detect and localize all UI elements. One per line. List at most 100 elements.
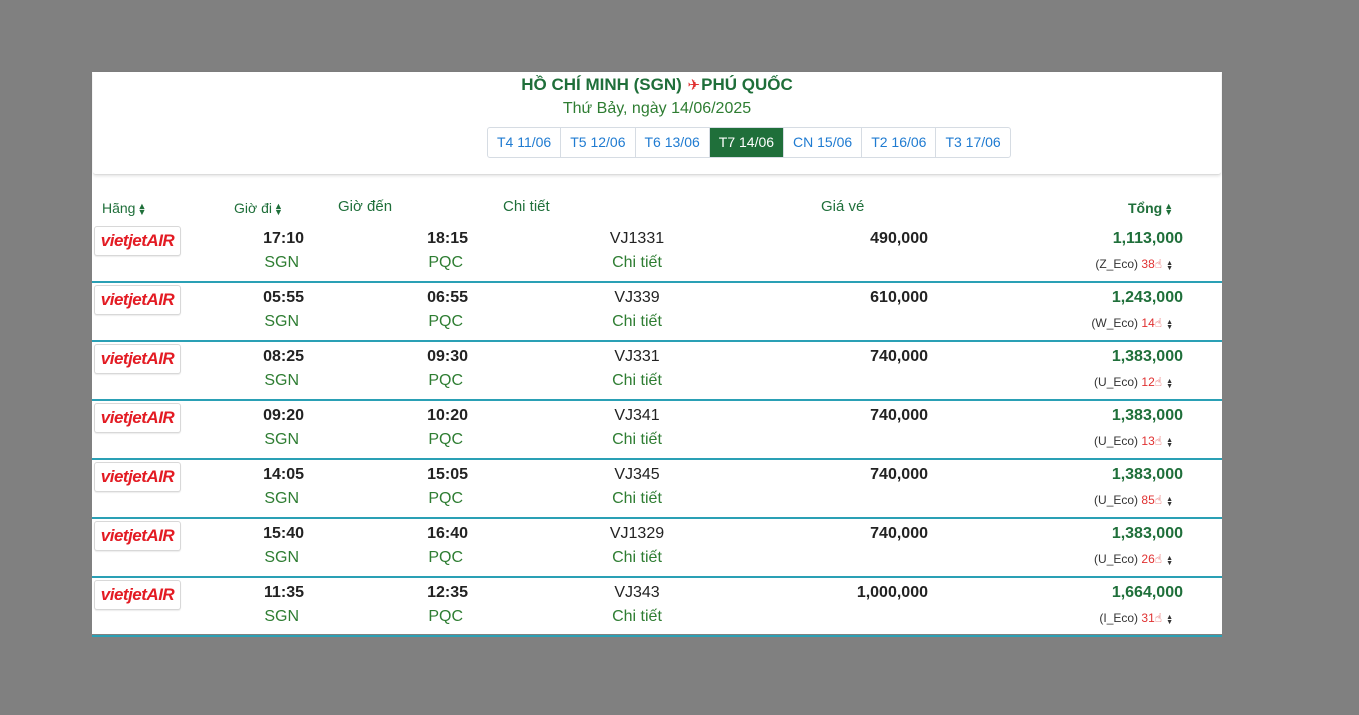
caret-updown-icon[interactable]: ▲ ▼ (1166, 377, 1173, 390)
route-header: HỒ CHÍ MINH (SGN) ✈PHÚ QUỐC Thứ Bảy, ngà… (93, 72, 1221, 175)
vietjet-logo-text: vietjetAIR (100, 231, 175, 250)
arrive-airport: PQC (428, 490, 463, 507)
fare-info[interactable]: (I_Eco) 31☝ ▲ ▼ (1043, 611, 1173, 626)
arrive-airport: PQC (428, 372, 463, 389)
flight-number: VJ1329 (609, 525, 665, 542)
flight-row[interactable]: vietjetAIR 08:25 SGN 09:30 PQC VJ331 Chi tiết 7… (92, 342, 1222, 401)
thumbs-up-icon: ☝ (1154, 552, 1163, 566)
column-airline-label: Hãng (102, 200, 136, 216)
flight-row[interactable]: vietjetAIR 11:35 SGN 12:35 PQC VJ343 Chi tiết 1… (92, 578, 1222, 637)
airplane-icon: ✈ (687, 77, 701, 94)
arrive-time: 18:15 (427, 230, 468, 247)
thumbs-up-icon: ☝ (1154, 316, 1163, 330)
vietjet-logo-text: vietjetAIR (100, 290, 175, 309)
flight-row[interactable]: vietjetAIR 15:40 SGN 16:40 PQC VJ1329 Chi tiết… (92, 519, 1222, 578)
total-price: 1,664,000 (1111, 584, 1183, 601)
detail-link[interactable]: Chi tiết (612, 372, 662, 389)
detail-link[interactable]: Chi tiết (612, 549, 662, 566)
arrive-time: 15:05 (427, 466, 468, 483)
total-price: 1,383,000 (1111, 348, 1183, 365)
date-tab[interactable]: T4 11/06 (488, 128, 562, 157)
flight-number: VJ341 (614, 407, 660, 424)
flight-row[interactable]: vietjetAIR 05:55 SGN 06:55 PQC VJ339 Chi tiết 6… (92, 283, 1222, 342)
caret-updown-icon[interactable]: ▲ ▼ (1166, 259, 1173, 272)
flight-number: VJ331 (614, 348, 660, 365)
column-depart[interactable]: Giờ đi ▲ ▼ (234, 200, 283, 218)
airline-logo: vietjetAIR (94, 580, 181, 610)
fare-info[interactable]: (U_Eco) 13☝ ▲ ▼ (1043, 434, 1173, 449)
date-tab[interactable]: T3 17/06 (945, 134, 1001, 150)
arrive-airport: PQC (428, 608, 463, 625)
sort-icon[interactable]: ▲ ▼ (137, 201, 147, 218)
column-detail: Chi tiết (503, 198, 550, 215)
flight-list: vietjetAIR 17:10 SGN 18:15 PQC VJ1331 Chi tiết… (92, 224, 1222, 637)
depart-airport: SGN (264, 549, 299, 566)
base-price: 740,000 (870, 525, 928, 542)
column-price: Giá vé (821, 198, 865, 215)
sort-icon[interactable]: ▲ ▼ (273, 201, 283, 218)
arrive-airport: PQC (428, 254, 463, 271)
depart-time: 09:20 (263, 407, 304, 424)
fare-info[interactable]: (W_Eco) 14☝ ▲ ▼ (1043, 316, 1173, 331)
thumbs-up-icon: ☝ (1154, 434, 1163, 448)
date-tab[interactable]: T7 14/06 (709, 128, 785, 157)
fare-info[interactable]: (U_Eco) 26☝ ▲ ▼ (1043, 552, 1173, 567)
detail-link[interactable]: Chi tiết (612, 313, 662, 330)
fare-info[interactable]: (Z_Eco) 38☝ ▲ ▼ (1043, 257, 1173, 272)
depart-time: 15:40 (263, 525, 304, 542)
depart-airport: SGN (264, 608, 299, 625)
date-tab[interactable]: CN 15/06 (784, 128, 863, 157)
caret-updown-icon[interactable]: ▲ ▼ (1166, 613, 1173, 626)
caret-updown-icon[interactable]: ▲ ▼ (1166, 495, 1173, 508)
arrive-airport: PQC (428, 431, 463, 448)
flight-row[interactable]: vietjetAIR 17:10 SGN 18:15 PQC VJ1331 Chi tiết… (92, 224, 1222, 283)
vietjet-logo-text: vietjetAIR (100, 349, 175, 368)
depart-airport: SGN (264, 372, 299, 389)
flight-results-panel: HỒ CHÍ MINH (SGN) ✈PHÚ QUỐC Thứ Bảy, ngà… (92, 72, 1222, 637)
detail-link[interactable]: Chi tiết (612, 608, 662, 625)
detail-link[interactable]: Chi tiết (612, 431, 662, 448)
flight-number: VJ339 (614, 289, 660, 306)
base-price: 740,000 (870, 407, 928, 424)
date-tab[interactable]: T5 12/06 (561, 128, 636, 157)
flight-row[interactable]: vietjetAIR 14:05 SGN 15:05 PQC VJ345 Chi tiết 7… (92, 460, 1222, 519)
vietjet-logo-text: vietjetAIR (100, 526, 175, 545)
depart-airport: SGN (264, 431, 299, 448)
destination-label: PHÚ QUỐC (701, 75, 793, 94)
vietjet-logo-text: vietjetAIR (100, 585, 175, 604)
date-tabs: T4 11/06 T5 12/06 T6 13/06 T7 14/06 CN 15/06… (487, 127, 1011, 158)
flight-number: VJ345 (614, 466, 660, 483)
depart-airport: SGN (264, 254, 299, 271)
flight-number: VJ343 (614, 584, 660, 601)
fare-class: (Z_Eco) (1095, 257, 1139, 271)
depart-airport: SGN (264, 490, 299, 507)
caret-updown-icon[interactable]: ▲ ▼ (1166, 554, 1173, 567)
thumbs-up-icon: ☝ (1154, 257, 1163, 271)
depart-time: 05:55 (263, 289, 304, 306)
date-tab[interactable]: T2 16/06 (862, 128, 937, 157)
fare-class: (U_Eco) (1094, 493, 1139, 507)
flight-row[interactable]: vietjetAIR 09:20 SGN 10:20 PQC VJ341 Chi tiết 7… (92, 401, 1222, 460)
sort-icon[interactable]: ▲ ▼ (1164, 201, 1174, 218)
column-airline[interactable]: Hãng ▲ ▼ (102, 200, 147, 218)
column-total[interactable]: Tổng ▲ ▼ (1128, 200, 1174, 218)
caret-updown-icon[interactable]: ▲ ▼ (1166, 436, 1173, 449)
airline-logo: vietjetAIR (94, 285, 181, 315)
seats-count: 38 (1141, 257, 1155, 271)
total-price: 1,243,000 (1111, 289, 1183, 306)
depart-time: 17:10 (263, 230, 304, 247)
airline-logo: vietjetAIR (94, 344, 181, 374)
caret-updown-icon[interactable]: ▲ ▼ (1166, 318, 1173, 331)
detail-link[interactable]: Chi tiết (612, 490, 662, 507)
seats-count: 14 (1141, 316, 1155, 330)
total-price: 1,383,000 (1111, 407, 1183, 424)
fare-info[interactable]: (U_Eco) 12☝ ▲ ▼ (1043, 375, 1173, 390)
airline-logo: vietjetAIR (94, 403, 181, 433)
detail-link[interactable]: Chi tiết (612, 254, 662, 271)
fare-info[interactable]: (U_Eco) 85☝ ▲ ▼ (1043, 493, 1173, 508)
base-price: 490,000 (870, 230, 928, 247)
arrive-time: 16:40 (427, 525, 468, 542)
date-tab[interactable]: T6 13/06 (636, 128, 710, 157)
depart-time: 08:25 (263, 348, 304, 365)
base-price: 1,000,000 (856, 584, 928, 601)
